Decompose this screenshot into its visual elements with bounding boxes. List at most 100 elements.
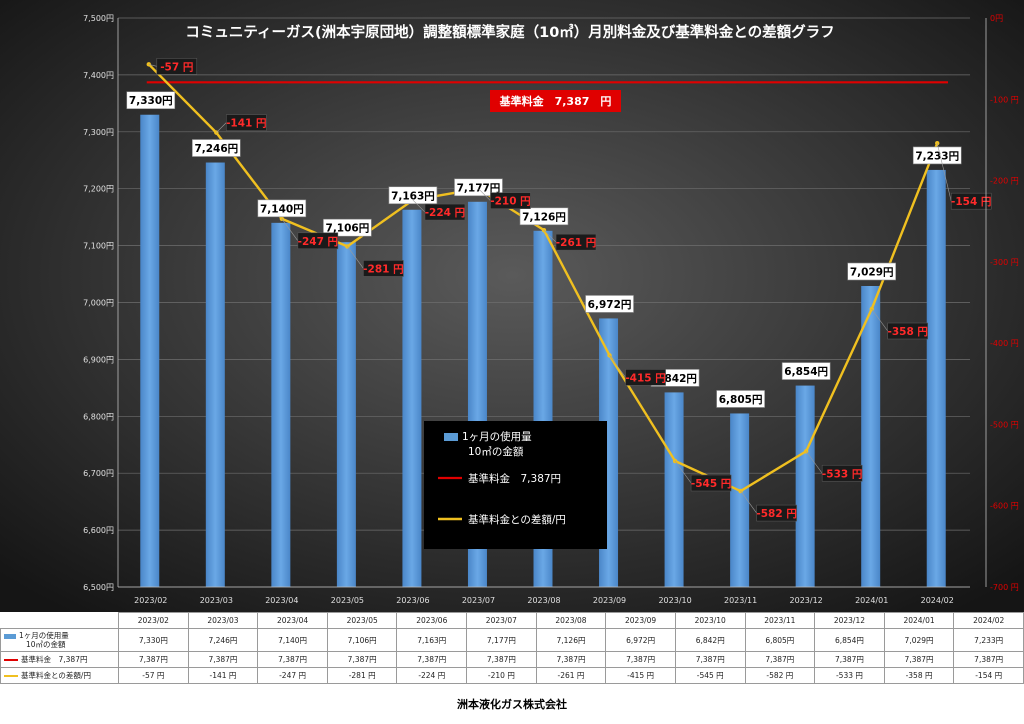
legend-box	[424, 421, 607, 549]
diff-value-label: -247 円	[281, 218, 339, 250]
bar-value-label-text: 7,140円	[260, 203, 304, 215]
bar	[730, 413, 750, 587]
diff-value-label: -141 円	[216, 114, 267, 133]
table-cell: -154 円	[953, 667, 1024, 684]
table-cell: 7,387円	[466, 651, 537, 668]
right-axis-tick-label: 0円	[990, 14, 1003, 23]
diff-value-label-text: -210 円	[490, 196, 530, 208]
table-body: 1ヶ月の使用量 10㎥の金額 7,330円 7,246円 7,140円 7,106円 7,1…	[0, 628, 1024, 684]
diff-value-label-text: -582 円	[756, 508, 796, 520]
diff-value-label-text: -261 円	[556, 237, 596, 249]
table-cell: 7,387円	[605, 651, 676, 668]
diff-value-label: -154 円	[936, 143, 992, 210]
left-axis-tick-label: 6,800円	[83, 412, 114, 421]
table-cell: -415 円	[605, 667, 676, 684]
diff-value-label-box	[555, 233, 597, 251]
right-axis-tick-label: -500 円	[990, 420, 1019, 429]
axes: 6,500円 6,600円 6,700円 6,800円 6,900円 7,000円 7,10…	[83, 14, 1019, 605]
x-axis-tick-label: 2024/01	[855, 596, 888, 605]
bar-value-label-box	[323, 218, 372, 237]
legend-bar-label-2: 10㎥の金額	[468, 445, 524, 458]
table-cell: 7,387円	[674, 651, 746, 668]
data-table: 2023/02 2023/03 2023/04 2023/05 2023/06 2023/…	[0, 612, 1024, 684]
diff-label-leader	[412, 199, 426, 213]
table-row-label: 基準料金 7,387円	[21, 655, 88, 664]
diff-value-label-text: -154 円	[951, 196, 991, 208]
table-header-row: 2023/02 2023/03 2023/04 2023/05 2023/06 2023/…	[0, 612, 1024, 629]
bar	[795, 385, 815, 587]
diff-value-label: -210 円	[478, 188, 531, 209]
table-cell: 6,842円	[674, 628, 746, 652]
diff-value-label-box	[625, 369, 666, 386]
table-cell: 7,163円	[396, 628, 468, 652]
x-axis-tick-label: 2023/04	[265, 596, 298, 605]
left-axis-tick-label: 7,200円	[83, 185, 114, 194]
table-row-header: 基準料金 7,387円	[0, 651, 120, 668]
diff-label-leader	[478, 188, 491, 201]
x-axis-tick-label: 2024/02	[921, 596, 954, 605]
bar-value-label-box	[519, 207, 569, 226]
left-axis-tick-label: 6,500円	[83, 583, 114, 592]
left-axis-tick-label: 6,700円	[83, 469, 114, 478]
right-axis-tick-label: -600 円	[990, 502, 1019, 511]
table-cell: 7,387円	[187, 651, 259, 668]
table-header-cell: 2024/02	[953, 612, 1024, 629]
diff-value-label-text: -141 円	[226, 118, 266, 130]
diff-value-label-text: -281 円	[363, 263, 403, 275]
diff-label-leader	[347, 246, 364, 269]
bar-value-label-box	[126, 91, 176, 110]
diff-value-label-box	[226, 114, 267, 131]
diff-value-label: -358 円	[871, 308, 928, 340]
x-axis-tick-label: 2023/12	[790, 596, 823, 605]
table-row-label: 1ヶ月の使用量	[19, 631, 69, 640]
diff-value-label-text: -415 円	[625, 372, 665, 384]
table-cell: 7,387円	[535, 651, 607, 668]
table-row: 基準料金 7,387円 7,387円 7,387円 7,387円 7,387円 7,387…	[0, 651, 1024, 668]
x-axis-tick-label: 2023/11	[724, 596, 757, 605]
x-axis-tick-label: 2023/08	[527, 596, 560, 605]
table-cell: 7,106円	[326, 628, 398, 652]
bar-value-label-box	[585, 295, 634, 313]
diff-value-label: -533 円	[805, 451, 863, 482]
table-cell: -545 円	[674, 667, 746, 684]
table-legend-key	[4, 675, 18, 677]
table-cell: 7,387円	[118, 651, 189, 668]
table-cell: -224 円	[396, 667, 468, 684]
right-axis-tick-label: -100 円	[990, 95, 1019, 104]
table-header-cell: 2023/06	[396, 612, 468, 629]
diff-value-label-box	[363, 260, 404, 277]
bar	[205, 162, 225, 587]
base-label-text: 基準料金 7,387 円	[499, 94, 612, 108]
table-cell: -261 円	[535, 667, 607, 684]
bar-value-label-text: 6,972円	[588, 299, 632, 311]
table-cell: 7,330円	[118, 628, 189, 652]
bar-value-label: 7,126円	[519, 207, 569, 226]
bar-value-label-box	[716, 390, 765, 408]
bar-value-label-box	[781, 362, 831, 380]
left-axis-tick-label: 6,600円	[83, 526, 114, 535]
bar-value-label: 6,805円	[716, 390, 765, 408]
footer-company-name: 洲本液化ガス株式会社	[457, 698, 567, 711]
diff-value-label: -281 円	[347, 246, 404, 277]
bar-value-label-box	[847, 262, 896, 281]
left-axis-tick-label: 6,900円	[83, 355, 114, 364]
bar-value-label: 7,330円	[126, 91, 176, 110]
table-cell: 6,805円	[744, 628, 816, 652]
x-axis-tick-label: 2023/09	[593, 596, 626, 605]
table-row: 基準料金との差額/円 -57 円 -141 円 -247 円 -281 円 -224 円-…	[0, 667, 1024, 684]
base-label-box	[490, 90, 621, 112]
diff-value-label-text: -224 円	[425, 207, 465, 219]
bar-value-label: 6,854円	[781, 362, 831, 380]
bar-value-label: 7,177円	[454, 178, 503, 197]
bar-value-label-text: 7,330円	[129, 95, 173, 107]
bar-value-label: 6,972円	[585, 295, 634, 313]
bar	[861, 285, 881, 587]
bar-value-label-text: 6,805円	[719, 394, 763, 406]
bar-value-label: 7,029円	[847, 262, 896, 281]
table-cell: 7,029円	[883, 628, 955, 652]
diff-value-label-box	[887, 322, 928, 340]
diff-value-label: -261 円	[543, 229, 597, 251]
table-cell: 7,387円	[326, 651, 398, 668]
